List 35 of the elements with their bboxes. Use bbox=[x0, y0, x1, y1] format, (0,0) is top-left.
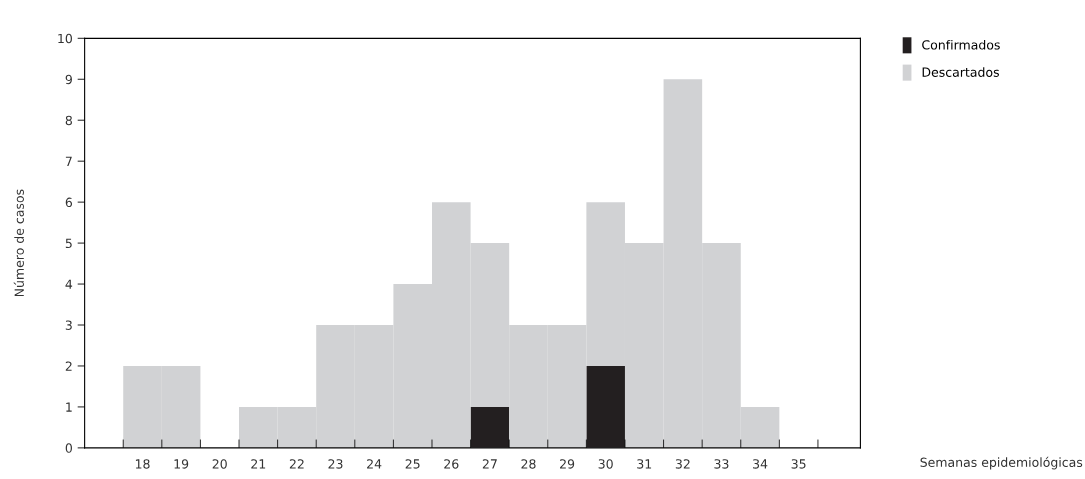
x-tick-label: 24 bbox=[367, 459, 382, 469]
x-tick-label: 31 bbox=[637, 459, 652, 469]
x-tick-label: 28 bbox=[521, 459, 536, 469]
x-tick-label: 35 bbox=[791, 459, 806, 469]
y-tick-label: 8 bbox=[65, 115, 72, 126]
x-tick-label: 22 bbox=[289, 459, 304, 469]
x-tick-label: 20 bbox=[212, 459, 227, 469]
y-tick-label: 1 bbox=[66, 402, 72, 412]
x-tick-label: 30 bbox=[598, 459, 613, 469]
x-tick-label: 21 bbox=[251, 459, 266, 469]
x-tick-label: 25 bbox=[405, 459, 420, 469]
y-tick-label: 0 bbox=[65, 443, 72, 453]
y-axis-title: Número de casos bbox=[13, 189, 24, 297]
y-tick-label: 4 bbox=[65, 279, 73, 289]
legend-label: Confirmados bbox=[922, 39, 1000, 50]
x-axis-title: Semanas epidemiológicas bbox=[920, 456, 1083, 470]
y-tick-label: 3 bbox=[65, 320, 72, 330]
y-tick-label: 5 bbox=[65, 238, 72, 249]
y-tick-label: 7 bbox=[65, 156, 72, 166]
y-tick-label: 6 bbox=[65, 197, 73, 208]
bar bbox=[470, 406, 510, 448]
x-tick-label: 34 bbox=[753, 459, 768, 469]
y-tick-label: 9 bbox=[65, 74, 72, 85]
y-tick-label: 10 bbox=[58, 33, 72, 44]
x-tick-label: 18 bbox=[135, 459, 150, 469]
x-tick-label: 19 bbox=[174, 459, 189, 469]
x-tick-label: 23 bbox=[328, 459, 343, 469]
x-tick-label: 33 bbox=[714, 459, 729, 469]
x-tick-label: 32 bbox=[675, 459, 690, 469]
y-tick-label: 2 bbox=[65, 361, 72, 371]
x-tick-label: 27 bbox=[482, 459, 497, 469]
bar bbox=[586, 365, 625, 448]
legend-label: Descartados bbox=[922, 67, 999, 77]
x-tick-label: 26 bbox=[444, 459, 459, 469]
x-tick-label: 29 bbox=[560, 459, 575, 469]
